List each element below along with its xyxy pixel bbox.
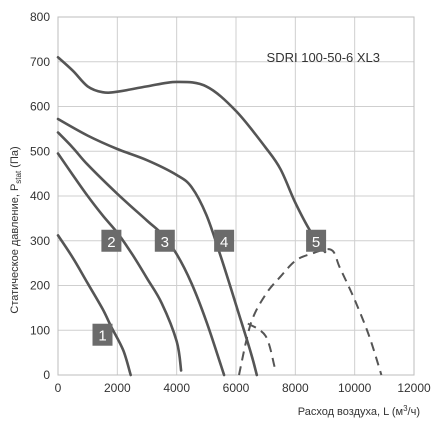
y-tick-label: 800 [30, 10, 50, 24]
y-axis-label: Статическое давление, Pstat (Па) [9, 146, 23, 313]
fan-curve-2 [56, 152, 183, 372]
curve-badge-1: 1 [92, 323, 113, 346]
y-tick-label: 600 [30, 100, 50, 114]
curve-badge-box [214, 229, 235, 252]
curve-badge-label: 3 [161, 234, 169, 251]
curve-badge-label: 2 [107, 234, 115, 251]
y-tick-labels: 0 100 200 300 400 500 600 700 800 [30, 10, 50, 382]
curve-badge-box [101, 229, 122, 252]
curve-badge-2: 2 [101, 229, 122, 252]
y-tick-label: 400 [30, 189, 50, 203]
y-tick-label: 700 [30, 55, 50, 69]
fan-curve-4 [56, 117, 259, 377]
curve-badge-box [154, 229, 175, 252]
curve-badge-label: 5 [312, 234, 320, 251]
curve-badge-label: 1 [98, 328, 106, 345]
x-axis-label: Расход воздуха, L (м3/ч) [298, 404, 420, 418]
curve-badge-label: 4 [220, 234, 228, 251]
x-tick-label: 0 [55, 381, 62, 395]
curve-badge-box [92, 323, 113, 346]
x-tick-label: 4000 [163, 381, 190, 395]
y-tick-label: 0 [43, 368, 50, 382]
curve-badge-5: 5 [306, 229, 327, 252]
fan-curve-5 [56, 56, 327, 254]
x-tick-labels: 0 2000 4000 6000 8000 10000 12000 [55, 381, 431, 395]
series-layer [56, 56, 383, 377]
y-tick-label: 200 [30, 279, 50, 293]
y-tick-label: 100 [30, 323, 50, 337]
x-tick-label: 6000 [223, 381, 250, 395]
x-tick-label: 8000 [282, 381, 309, 395]
curve-badge-box [306, 229, 327, 252]
grid [57, 16, 415, 376]
chart-title: SDRI 100-50-6 XL3 [267, 50, 380, 65]
plot-frame [57, 16, 415, 376]
system-characteristic-curve-dashed [238, 248, 383, 376]
x-tick-label: 10000 [338, 381, 372, 395]
system-characteristic-curve-dashed [247, 322, 276, 368]
x-tick-label: 2000 [104, 381, 131, 395]
fan-curve-1 [56, 234, 132, 377]
plot-border [57, 16, 415, 376]
curve-badge-3: 3 [154, 229, 175, 252]
y-tick-label: 300 [30, 234, 50, 248]
fan-curve-3 [56, 131, 226, 377]
curve-badge-4: 4 [214, 229, 235, 252]
x-tick-label: 12000 [397, 381, 431, 395]
labels-layer: 1 2 3 4 5 [92, 229, 327, 346]
y-tick-label: 500 [30, 144, 50, 158]
